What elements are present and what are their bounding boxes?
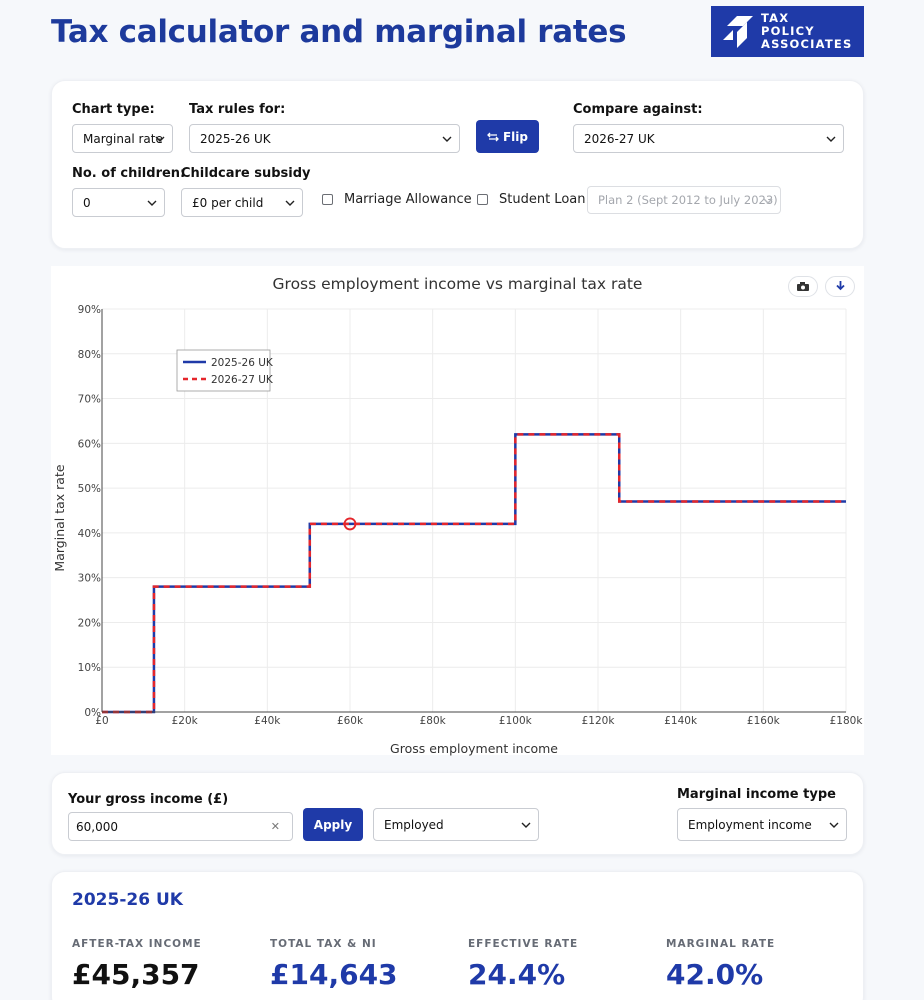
children-select[interactable]: 0 [72, 188, 165, 217]
results-heading: 2025-26 UK [72, 890, 183, 910]
chevron-down-icon [763, 198, 773, 204]
effective-rate-label: EFFECTIVE RATE [468, 938, 579, 950]
marginal-rate-chart[interactable]: 0% 10% 20% 30% 40% 50% 60% 70% 80% 90% £0 £20k £40k £… [51, 266, 864, 756]
effective-rate-value: 24.4% [468, 958, 566, 991]
x-tick-label: £0 [95, 715, 108, 727]
camera-icon [797, 282, 809, 291]
employment-status-select[interactable]: Employed [373, 808, 539, 841]
brand-logo[interactable]: TAX POLICY ASSOCIATES [711, 6, 864, 57]
x-tick-label: £100k [499, 715, 533, 727]
x-tick-label: £180k [830, 715, 864, 727]
logo-text-line1: TAX [761, 11, 790, 25]
tax-rules-label: Tax rules for: [189, 102, 286, 117]
page-title: Tax calculator and marginal rates [51, 14, 627, 50]
childcare-select[interactable]: £0 per child [181, 188, 303, 217]
results-panel: 2025-26 UK AFTER-TAX INCOME £45,357 TOTA… [51, 871, 864, 1000]
chevron-down-icon [155, 136, 165, 142]
swap-arrows-icon [487, 132, 499, 141]
chevron-down-icon [442, 136, 452, 142]
marginal-income-type-value: Employment income [688, 817, 812, 832]
flip-label: Flip [502, 129, 528, 144]
employment-status-value: Employed [384, 817, 444, 832]
controls-panel: Chart type: Marginal rate Tax rules for:… [51, 80, 864, 249]
marginal-income-type-select[interactable]: Employment income [677, 808, 847, 841]
y-tick-label: 80% [78, 349, 101, 361]
y-tick-label: 30% [78, 573, 101, 585]
legend-label-2025-26: 2025-26 UK [211, 357, 274, 369]
chevron-down-icon [829, 822, 839, 828]
y-tick-label: 0% [84, 707, 101, 719]
x-tick-label: £120k [582, 715, 616, 727]
legend-label-2026-27: 2026-27 UK [211, 374, 274, 386]
series-line-2026-27-uk [102, 433, 846, 714]
logo-text-line2: POLICY [761, 24, 815, 38]
after-tax-label: AFTER-TAX INCOME [72, 938, 202, 950]
student-loan-plan-select: Plan 2 (Sept 2012 to July 2023) [587, 186, 781, 214]
gross-income-label: Your gross income (£) [68, 792, 229, 807]
childcare-label: Childcare subsidy [181, 166, 311, 181]
y-axis-title: Marginal tax rate [52, 464, 67, 571]
after-tax-value: £45,357 [72, 958, 200, 991]
y-tick-label: 60% [78, 438, 101, 450]
children-value: 0 [83, 195, 91, 210]
y-tick-label: 40% [78, 528, 101, 540]
tax-rules-value: 2025-26 UK [200, 131, 271, 146]
total-tax-label: TOTAL TAX & NI [270, 938, 377, 950]
apply-label: Apply [313, 817, 353, 832]
compare-select[interactable]: 2026-27 UK [573, 124, 844, 153]
logo-text-line3: ASSOCIATES [761, 37, 853, 51]
y-tick-label: 10% [78, 662, 101, 674]
clear-icon[interactable]: ✕ [270, 820, 280, 833]
tax-rules-select[interactable]: 2025-26 UK [189, 124, 460, 153]
download-button[interactable] [825, 276, 855, 297]
children-label: No. of children: [72, 166, 186, 181]
chart-legend: 2025-26 UK 2026-27 UK [176, 349, 274, 392]
marginal-income-type-label: Marginal income type [677, 787, 836, 802]
student-loan-label[interactable]: Student Loan [499, 192, 586, 207]
x-tick-label: £60k [337, 715, 364, 727]
snapshot-button[interactable] [788, 276, 818, 297]
chart-type-label: Chart type: [72, 102, 155, 117]
y-tick-label: 20% [78, 617, 101, 629]
marginal-rate-value: 42.0% [666, 958, 764, 991]
y-tick-label: 70% [78, 394, 101, 406]
x-axis-title: Gross employment income [390, 741, 558, 756]
y-tick-label: 50% [78, 483, 101, 495]
x-tick-label: £80k [420, 715, 447, 727]
student-loan-checkbox[interactable] [477, 194, 488, 205]
chart-type-select[interactable]: Marginal rate [72, 124, 173, 153]
chart-type-value: Marginal rate [83, 131, 163, 146]
chevron-down-icon [826, 136, 836, 142]
gross-income-value: 60,000 [76, 819, 118, 834]
marginal-rate-label: MARGINAL RATE [666, 938, 776, 950]
apply-button[interactable]: Apply [303, 808, 363, 841]
chevron-down-icon [285, 200, 295, 206]
logo-mark-icon [723, 15, 753, 48]
chart-panel: Gross employment income vs marginal tax … [51, 266, 864, 756]
income-panel: Your gross income (£) 60,000 ✕ Apply Emp… [51, 772, 864, 855]
marriage-allowance-checkbox[interactable] [322, 194, 333, 205]
chevron-down-icon [521, 822, 531, 828]
download-icon [835, 281, 845, 291]
student-loan-plan-value: Plan 2 (Sept 2012 to July 2023) [598, 193, 778, 207]
x-tick-label: £140k [664, 715, 698, 727]
x-tick-label: £40k [254, 715, 281, 727]
total-tax-value: £14,643 [270, 958, 398, 991]
gross-income-input[interactable]: 60,000 ✕ [68, 812, 293, 841]
flip-button[interactable]: Flip [476, 120, 539, 153]
selected-income-marker [343, 517, 357, 531]
chevron-down-icon [147, 200, 157, 206]
y-tick-label: 90% [78, 304, 101, 316]
series-line-2025-26-uk [102, 433, 846, 714]
x-tick-label: £20k [172, 715, 199, 727]
marriage-allowance-label[interactable]: Marriage Allowance [344, 192, 472, 207]
childcare-value: £0 per child [192, 195, 264, 210]
chart-title: Gross employment income vs marginal tax … [272, 275, 643, 293]
compare-label: Compare against: [573, 102, 703, 117]
x-tick-label: £160k [747, 715, 781, 727]
compare-value: 2026-27 UK [584, 131, 655, 146]
